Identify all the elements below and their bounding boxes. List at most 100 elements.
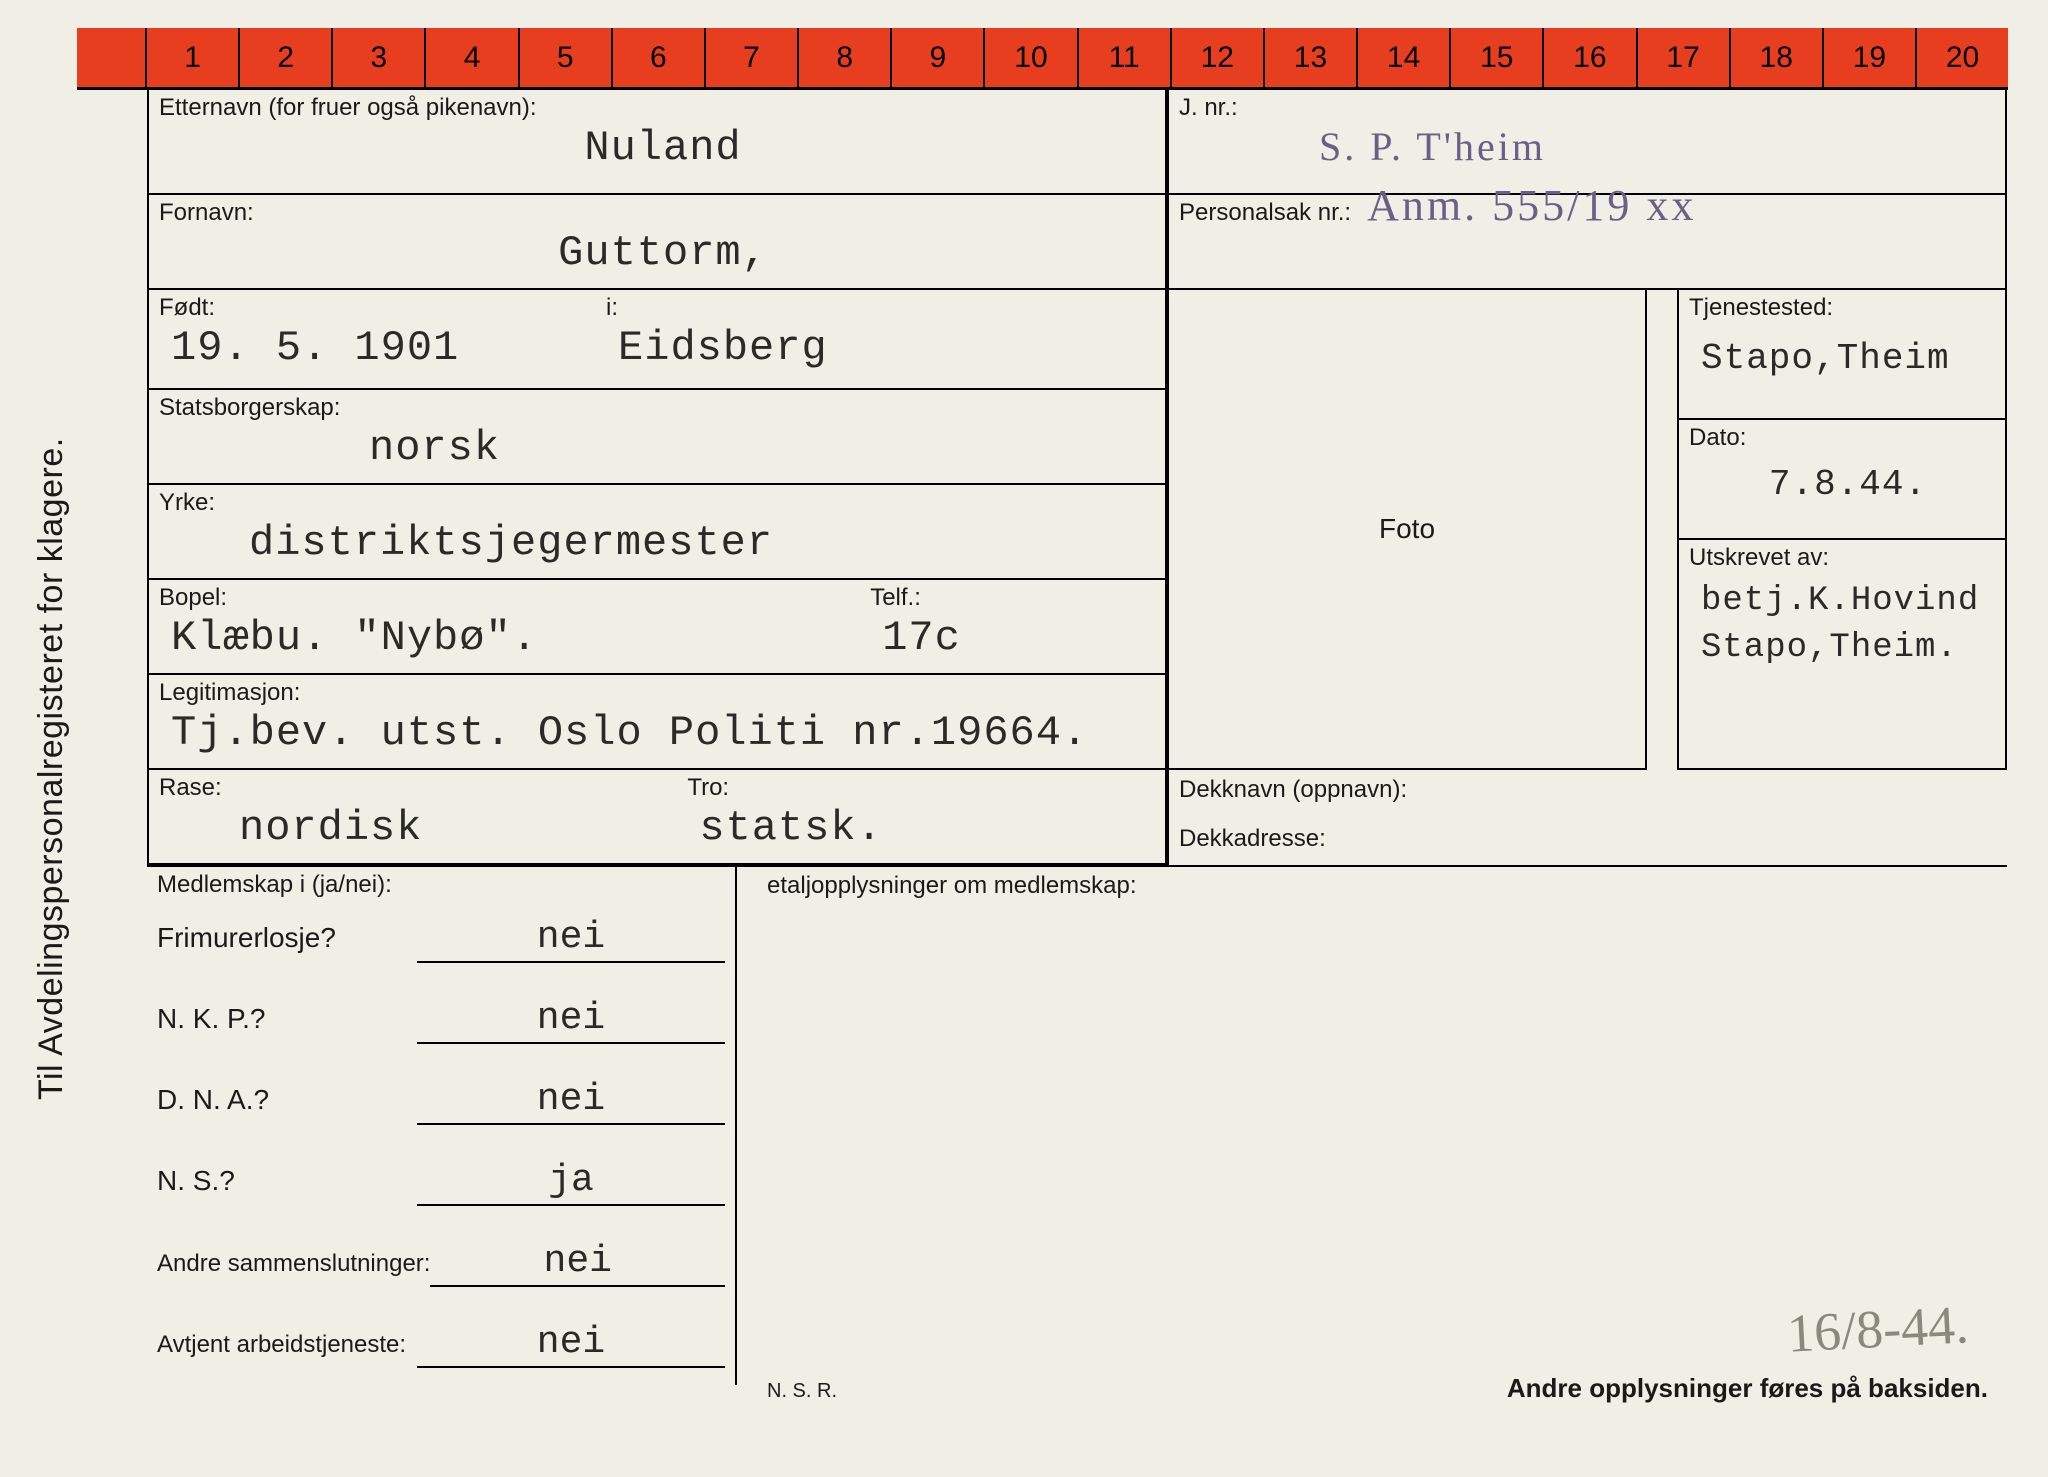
membership-rows: Frimurerlosje?neiN. K. P.?neiD. N. A.?ne… [147,900,735,1374]
registration-card: 1 2 3 4 5 6 7 8 9 10 11 12 13 14 15 16 1… [77,28,2008,1449]
stamp-line2: Anm. 555/19 xx [1361,180,1696,231]
membership-label: D. N. A.? [157,1084,417,1116]
field-yrke: Yrke: distriktsjegermester [147,485,1167,580]
membership-row: N. S.?ja [147,1153,735,1212]
ruler-cell: 6 [613,28,706,87]
membership-row: D. N. A.?nei [147,1072,735,1131]
label-etternavn: Etternavn (for fruer også pikenavn): [149,90,1165,123]
membership-label: Andre sammenslutninger: [157,1251,430,1277]
field-fornavn: Fornavn: Guttorm, [147,195,1167,290]
ruler-cell: 20 [1917,28,2008,87]
membership-heading: Medlemskap i (ja/nei): [147,865,735,900]
label-utskrevet: Utskrevet av: [1679,540,2005,573]
ruler-cell: 1 [147,28,240,87]
label-dekkadresse: Dekkadresse: [1169,805,2007,854]
ruler-cell: 19 [1824,28,1917,87]
field-dekknavn: Dekknavn (oppnavn): Dekkadresse: [1167,770,2007,865]
label-dekknavn: Dekknavn (oppnavn): [1169,770,2007,805]
value-fodt-i: Eidsberg [596,323,1165,379]
ruler-cell: 9 [892,28,985,87]
membership-label: N. K. P.? [157,1003,417,1035]
field-statsborgerskap: Statsborgerskap: norsk [147,390,1167,485]
ruler-cell: 11 [1079,28,1172,87]
value-yrke: distriktsjegermester [149,518,1165,574]
ruler-cell: 17 [1638,28,1731,87]
form-body: Etternavn (for fruer også pikenavn): Nul… [77,90,2008,1420]
membership-row: N. K. P.?nei [147,991,735,1050]
membership-detail-heading: etaljopplysninger om medlemskap: [757,868,1147,901]
value-dato: 7.8.44. [1679,453,2005,513]
field-etternavn: Etternavn (for fruer også pikenavn): Nul… [147,90,1167,195]
ruler-cell: 15 [1451,28,1544,87]
label-fornavn: Fornavn: [149,195,1165,228]
field-fodt: Født: 19. 5. 1901 i: Eidsberg [147,290,1167,390]
handwritten-date: 16/8-44. [1785,1293,1969,1364]
value-tro: statsk. [677,803,1165,859]
label-dato: Dato: [1679,420,2005,453]
value-etternavn: Nuland [149,123,1165,179]
foto-box: Foto [1167,290,1647,770]
ruler-cell: 5 [520,28,613,87]
value-utskrevet2: Stapo,Theim. [1679,628,2005,675]
membership-value: ja [417,1159,725,1206]
value-utskrevet1: betj.K.Hovind [1679,573,2005,628]
label-tjenestested: Tjenestested: [1679,290,2005,323]
ruler-cell: 14 [1358,28,1451,87]
label-statsb: Statsborgerskap: [149,390,1165,423]
value-rase: nordisk [149,803,677,859]
label-jnr: J. nr.: [1169,90,2005,123]
value-fornavn: Guttorm, [149,228,1165,284]
value-fodt: 19. 5. 1901 [149,323,596,379]
ruler-cell: 16 [1544,28,1637,87]
label-legit: Legitimasjon: [149,675,1165,708]
value-tjenestested: Stapo,Theim [1679,323,2005,387]
label-telf: Telf.: [860,580,1165,613]
membership-value: nei [430,1240,725,1287]
label-yrke: Yrke: [149,485,1165,518]
membership-row: Avtjent arbeidstjeneste:nei [147,1315,735,1374]
ruler-cell: 13 [1265,28,1358,87]
field-dato: Dato: 7.8.44. [1677,420,2007,540]
label-personalsak: Personalsak nr.: [1169,195,1361,228]
value-bopel: Klæbu. "Nybø". [149,613,860,669]
ruler-cell: 4 [426,28,519,87]
value-legit: Tj.bev. utst. Oslo Politi nr.19664. [149,708,1165,764]
membership-value: nei [417,997,725,1044]
membership-label: Frimurerlosje? [157,922,417,954]
ruler-strip: 1 2 3 4 5 6 7 8 9 10 11 12 13 14 15 16 1… [77,28,2008,90]
ruler-cell: 7 [706,28,799,87]
value-statsb: norsk [149,423,1165,479]
ruler-lead [77,28,147,87]
label-bopel: Bopel: [149,580,860,613]
membership-value: nei [417,916,725,963]
ruler-cell: 2 [240,28,333,87]
vertical-title: Til Avdelingspersonalregisteret for klag… [26,28,77,1449]
ruler-cell: 3 [333,28,426,87]
membership-row: Andre sammenslutninger:nei [147,1234,735,1293]
label-rase: Rase: [149,770,677,803]
field-utskrevet: Utskrevet av: betj.K.Hovind Stapo,Theim. [1677,540,2007,770]
ruler-cell: 12 [1172,28,1265,87]
ruler-cell: 10 [985,28,1078,87]
field-bopel: Bopel: Klæbu. "Nybø". Telf.: 17c [147,580,1167,675]
ruler-cell: 18 [1731,28,1824,87]
label-fodt: Født: [149,290,596,323]
foto-label: Foto [1379,513,1435,545]
ruler-cell: 8 [799,28,892,87]
field-personalsak: Personalsak nr.: Anm. 555/19 xx [1167,195,2007,290]
membership-row: Frimurerlosje?nei [147,910,735,969]
field-tjenestested: Tjenestested: Stapo,Theim [1677,290,2007,420]
footer-note: Andre opplysninger føres på baksiden. [1507,1373,1988,1404]
label-tro: Tro: [677,770,1165,803]
field-rase-tro: Rase: nordisk Tro: statsk. [147,770,1167,865]
stamp-line1: S. P. T'heim [1169,123,2005,170]
label-fodt-i: i: [596,290,1165,323]
value-telf: 17c [860,613,1165,669]
membership-label: Avtjent arbeidstjeneste: [157,1332,417,1358]
membership-value: nei [417,1321,725,1368]
nsr-mark: N. S. R. [767,1380,837,1403]
membership-value: nei [417,1078,725,1125]
field-legitimasjon: Legitimasjon: Tj.bev. utst. Oslo Politi … [147,675,1167,770]
card-outer: Til Avdelingspersonalregisteret for klag… [0,0,2048,1477]
membership-label: N. S.? [157,1165,417,1197]
